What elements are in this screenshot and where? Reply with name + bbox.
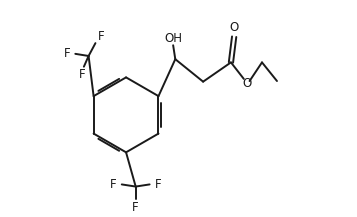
Text: OH: OH: [164, 32, 182, 45]
Text: O: O: [242, 77, 252, 90]
Text: F: F: [97, 30, 104, 43]
Text: F: F: [155, 178, 161, 191]
Text: F: F: [64, 47, 71, 60]
Text: F: F: [79, 68, 85, 81]
Text: F: F: [110, 178, 117, 191]
Text: O: O: [230, 21, 239, 34]
Text: F: F: [132, 201, 139, 214]
